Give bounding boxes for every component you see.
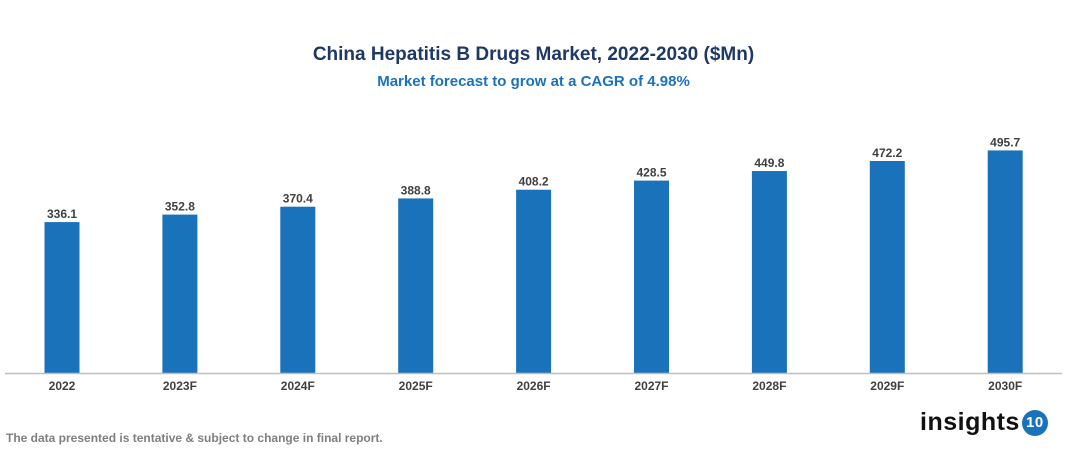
footer-note: The data presented is tentative & subjec… <box>6 431 383 445</box>
x-tick-label: 2024F <box>281 379 315 393</box>
bar-2027F <box>634 180 669 373</box>
chart-subtitle: Market forecast to grow at a CAGR of 4.9… <box>377 73 690 90</box>
bar-2022 <box>44 222 80 373</box>
chart-title: China Hepatitis B Drugs Market, 2022-203… <box>312 44 755 65</box>
data-label: 336.1 <box>47 207 77 221</box>
data-label: 388.8 <box>401 183 431 197</box>
data-label: 495.7 <box>990 135 1020 149</box>
bar-2028F <box>751 171 787 373</box>
x-tick-label: 2029F <box>870 379 904 393</box>
bar-2029F <box>869 160 905 373</box>
x-tick-label: 2027F <box>634 379 668 393</box>
bar-2023F <box>162 214 198 373</box>
x-tick-label: 2028F <box>752 379 786 393</box>
bar-2024F <box>280 206 316 373</box>
data-label: 370.4 <box>283 192 313 206</box>
data-label: 449.8 <box>754 156 784 170</box>
data-label: 408.2 <box>519 175 549 189</box>
logo-text: insights <box>920 408 1020 436</box>
bar-2025F <box>398 198 434 373</box>
data-label: 428.5 <box>636 166 666 180</box>
x-tick-label: 2022 <box>49 379 76 393</box>
bar-2030F <box>987 150 1023 373</box>
x-tick-label: 2025F <box>399 379 433 393</box>
insights10-logo: insights 10 <box>920 408 1048 437</box>
x-tick-label: 2030F <box>988 379 1022 393</box>
data-label: 472.2 <box>872 146 902 160</box>
x-tick-label: 2023F <box>163 379 197 393</box>
x-tick-label: 2026F <box>517 379 551 393</box>
data-label: 352.8 <box>165 200 195 214</box>
bar-2026F <box>516 189 552 373</box>
logo-badge: 10 <box>1021 409 1048 436</box>
